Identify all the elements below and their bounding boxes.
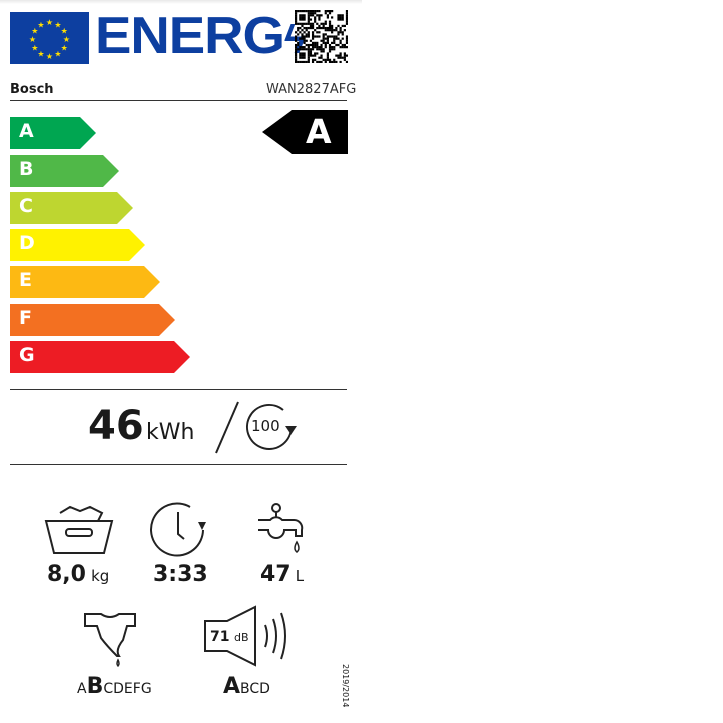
- water-value: 47: [260, 562, 291, 587]
- duration-value: 3:33: [153, 562, 208, 587]
- svg-text:★: ★: [61, 27, 68, 36]
- class-arrow-B: B: [10, 155, 119, 187]
- svg-text:★: ★: [46, 52, 53, 61]
- brand-name: Bosch: [10, 82, 54, 97]
- noise-class: A: [223, 674, 241, 699]
- class-arrow-D: D: [10, 229, 145, 261]
- top-shade: [0, 0, 362, 4]
- spin-shirt-icon: [83, 610, 139, 672]
- class-arrow-E: E: [10, 266, 160, 298]
- svg-text:★: ★: [54, 50, 61, 59]
- cycles-value: 100: [251, 417, 280, 435]
- energy-value: 46: [88, 403, 144, 449]
- rating-letter: A: [306, 112, 332, 151]
- svg-text:★: ★: [63, 35, 70, 44]
- noise-value: 71: [210, 629, 230, 645]
- speaker-icon: 71 dB: [203, 605, 293, 667]
- regulation-number: 2019/2014: [341, 664, 350, 708]
- title-text: ENERG: [95, 7, 285, 65]
- svg-text:★: ★: [31, 44, 38, 53]
- class-letter: D: [19, 232, 35, 254]
- qr-code-icon[interactable]: [295, 10, 349, 64]
- laundry-basket-icon: [44, 503, 114, 559]
- energy-unit: kWh: [146, 420, 195, 445]
- noise-post: BCD: [240, 681, 270, 697]
- svg-text:★: ★: [61, 44, 68, 53]
- water-unit: L: [295, 567, 305, 585]
- class-arrow-A: A: [10, 117, 96, 149]
- class-arrow-C: C: [10, 192, 133, 224]
- class-arrow-F: F: [10, 304, 175, 336]
- class-letter: F: [19, 307, 32, 329]
- class-letter: C: [19, 195, 33, 217]
- spin-class: B: [86, 674, 104, 699]
- class-letter: E: [19, 269, 32, 291]
- class-letter: A: [19, 120, 34, 142]
- divider: [10, 389, 347, 390]
- cycle-icon: 100: [243, 402, 299, 452]
- class-arrow-G: G: [10, 341, 190, 373]
- divider: [10, 464, 347, 465]
- model-number: WAN2827AFG: [266, 82, 357, 97]
- energy-title: ENERGϟ: [95, 6, 306, 66]
- rating-arrow: A: [262, 110, 348, 154]
- slash: [215, 401, 239, 454]
- svg-text:★: ★: [37, 20, 44, 29]
- eu-flag-icon: ★ ★ ★ ★ ★ ★ ★ ★ ★ ★ ★ ★: [10, 12, 89, 64]
- noise-class-scale: ABCD: [223, 674, 270, 699]
- spin-class-scale: ABCDEFG: [77, 674, 152, 699]
- class-letter: B: [19, 158, 34, 180]
- class-letter: G: [19, 344, 35, 366]
- noise-unit: dB: [234, 631, 249, 644]
- capacity-unit: kg: [91, 567, 110, 585]
- spin-post: CDEFG: [103, 681, 152, 697]
- svg-text:★: ★: [54, 20, 61, 29]
- clock-icon: [150, 502, 210, 562]
- svg-text:★: ★: [37, 50, 44, 59]
- svg-text:★: ★: [46, 18, 53, 27]
- divider: [10, 100, 347, 101]
- tap-icon: [256, 502, 306, 560]
- capacity-value: 8,0: [47, 562, 86, 587]
- spin-pre: A: [77, 681, 87, 697]
- svg-text:★: ★: [29, 35, 36, 44]
- svg-text:★: ★: [31, 27, 38, 36]
